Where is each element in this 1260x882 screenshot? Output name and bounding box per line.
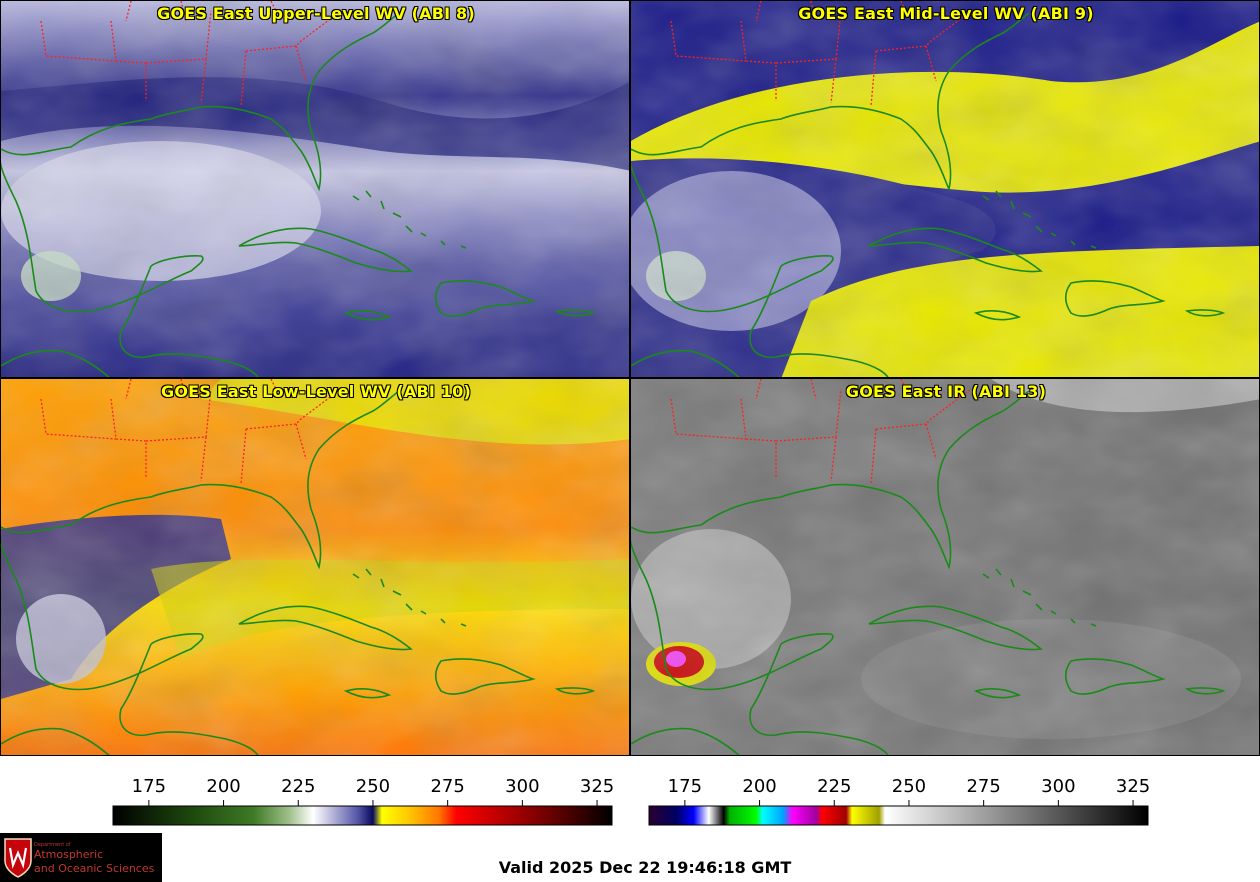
logo-line-2: and Oceanic Sciences [34, 862, 155, 875]
panel-ir: GOES East IR (ABI 13) [630, 378, 1260, 756]
logo-department-text: Department of [34, 842, 71, 848]
ir-colorbar-tick-label: 250 [892, 776, 926, 797]
wv-colorbar-tick-label: 175 [132, 776, 166, 797]
wv-colorbar: 175 200 225 250 275 300 325 [112, 772, 614, 828]
wv-colorbar-tick-label: 325 [580, 776, 614, 797]
uw-crest-icon [4, 838, 32, 878]
low-level-wv-map [1, 379, 629, 755]
panel-low-level-wv: GOES East Low-Level WV (ABI 10) [0, 378, 630, 756]
panel-mid-level-wv: GOES East Mid-Level WV (ABI 9) [630, 0, 1260, 378]
wv-colorbar-tick-label: 200 [206, 776, 240, 797]
panel-title: GOES East Mid-Level WV (ABI 9) [798, 4, 1094, 23]
panel-title: GOES East IR (ABI 13) [845, 382, 1047, 401]
mid-level-wv-map [631, 1, 1259, 377]
wv-colorbar-bar [112, 805, 613, 826]
wv-colorbar-tick-label: 300 [505, 776, 539, 797]
panel-title: GOES East Upper-Level WV (ABI 8) [157, 4, 475, 23]
ir-colorbar-tick-label: 175 [668, 776, 702, 797]
aos-logo: Department of Atmospheric and Oceanic Sc… [0, 833, 162, 882]
colorbar-area: 175 200 225 250 275 300 325 175 200 225 250 275 300… [0, 758, 1260, 882]
ir-colorbar-bar [648, 805, 1149, 826]
ir-colorbar-tick-label: 300 [1041, 776, 1075, 797]
wv-colorbar-tick-label: 250 [356, 776, 390, 797]
wv-colorbar-tick-label: 225 [281, 776, 315, 797]
valid-time: Valid 2025 Dec 22 19:46:18 GMT [498, 858, 792, 877]
panel-upper-level-wv: GOES East Upper-Level WV (ABI 8) [0, 0, 630, 378]
logo-line-1: Atmospheric [34, 848, 104, 861]
upper-level-wv-map [1, 1, 629, 377]
panel-title: GOES East Low-Level WV (ABI 10) [160, 382, 471, 401]
ir-colorbar-tick-label: 200 [742, 776, 776, 797]
ir-colorbar-tick-label: 325 [1116, 776, 1150, 797]
ir-colorbar-tick-label: 225 [817, 776, 851, 797]
ir-colorbar-tick-label: 275 [966, 776, 1000, 797]
ir-colorbar: 175 200 225 250 275 300 325 [648, 772, 1150, 828]
wv-colorbar-tick-label: 275 [430, 776, 464, 797]
ir-colorbar-ticks: 175 200 225 250 275 300 325 [668, 776, 1150, 806]
wv-colorbar-ticks: 175 200 225 250 275 300 325 [132, 776, 614, 806]
ir-map [631, 379, 1259, 755]
